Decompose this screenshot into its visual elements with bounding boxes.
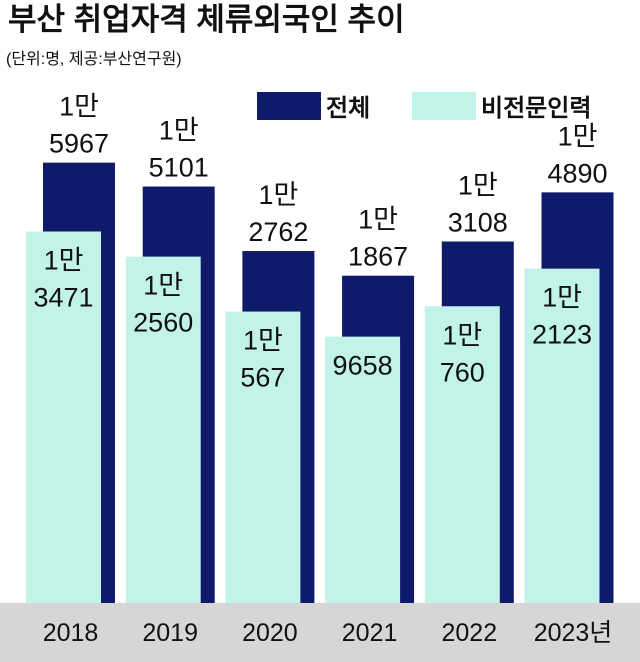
data-label-non-professional-1-0: 1만 xyxy=(143,271,183,301)
data-label-total-2-1: 2762 xyxy=(248,217,308,247)
data-label-non-professional-5-1: 2123 xyxy=(532,320,592,350)
bar-non-professional-0 xyxy=(26,231,101,603)
chart-subtitle: (단위:명, 제공:부산연구원) xyxy=(6,50,182,68)
data-label-non-professional-3-0: 9658 xyxy=(333,351,393,381)
data-label-total-2-0: 1만 xyxy=(258,180,298,210)
data-label-non-professional-0-0: 1만 xyxy=(44,245,84,275)
x-axis-ticks: 2018 2019 2020 2021 2022 2023년 xyxy=(43,619,613,647)
data-label-total-0-0: 1만 xyxy=(59,92,99,122)
data-label-total-3-1: 1867 xyxy=(348,242,408,272)
x-tick-2: 2020 xyxy=(242,619,298,647)
data-label-total-4-1: 3108 xyxy=(448,207,508,237)
x-axis-band xyxy=(0,603,640,662)
x-tick-4: 2022 xyxy=(441,619,497,647)
data-label-non-professional-5-0: 1만 xyxy=(542,283,582,313)
data-label-non-professional-2-0: 1만 xyxy=(243,326,283,356)
bar-non-professional-1 xyxy=(125,256,201,603)
bar-non-professional-2 xyxy=(225,311,301,603)
legend-label-total: 전체 xyxy=(326,95,370,122)
data-label-total-4-0: 1만 xyxy=(458,170,498,200)
chart-title: 부산 취업자격 체류외국인 추이 xyxy=(8,2,405,37)
data-label-non-professional-2-1: 567 xyxy=(240,363,285,393)
data-label-total-1-0: 1만 xyxy=(159,116,199,146)
bar-non-professional-3 xyxy=(325,336,401,603)
bar-non-professional-4 xyxy=(424,306,500,603)
bar-non-professional-5 xyxy=(524,268,600,603)
data-label-non-professional-4-0: 1만 xyxy=(442,320,482,350)
data-label-total-0-1: 5967 xyxy=(49,129,109,159)
data-label-total-5-1: 4890 xyxy=(547,158,607,188)
data-label-non-professional-1-1: 2560 xyxy=(133,308,193,338)
data-label-total-3-0: 1만 xyxy=(358,205,398,235)
data-label-total-5-0: 1만 xyxy=(558,121,598,151)
value-labels: 1만 5967 1만 3471 1만 5101 1만 2560 1만 2762 1만 567 1만 186… xyxy=(33,92,607,393)
x-tick-3: 2021 xyxy=(342,619,398,647)
data-label-total-1-1: 5101 xyxy=(149,153,209,183)
x-tick-0: 2018 xyxy=(43,619,99,647)
data-label-non-professional-4-1: 760 xyxy=(440,357,485,387)
data-label-non-professional-0-1: 3471 xyxy=(33,282,93,312)
legend-swatch-total xyxy=(257,92,321,120)
legend-label-non-professional: 비전문인력 xyxy=(481,95,591,122)
x-tick-1: 2019 xyxy=(142,619,198,647)
legend: 전체 비전문인력 xyxy=(257,92,591,122)
bars xyxy=(26,162,614,603)
legend-swatch-non-professional xyxy=(412,92,476,120)
x-tick-5: 2023년 xyxy=(534,619,613,647)
